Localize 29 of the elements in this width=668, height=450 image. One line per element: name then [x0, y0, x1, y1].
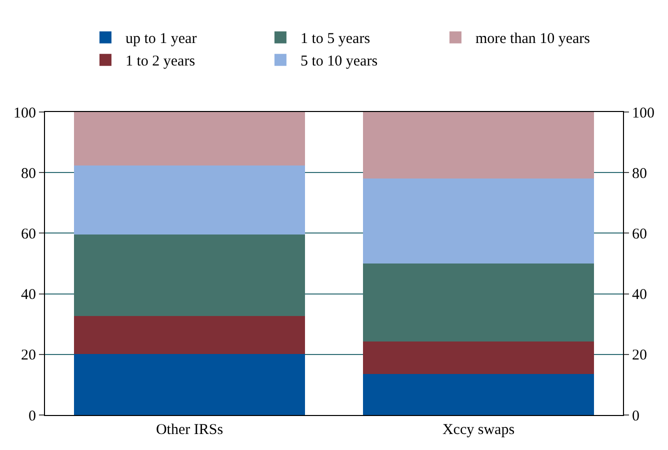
y-tick-label: 80	[21, 166, 36, 182]
x-tick-label: Other IRSs	[156, 422, 224, 438]
bar	[74, 316, 306, 354]
y-tick-label: 40	[21, 287, 36, 304]
bar	[74, 354, 306, 415]
bar	[362, 342, 594, 374]
bar	[74, 112, 306, 166]
bar	[362, 264, 594, 342]
legend-label: 1 to 2 years	[125, 54, 196, 70]
bar	[362, 178, 594, 264]
legend-label: 1 to 5 years	[300, 31, 370, 48]
y2-tick-label: 80	[632, 166, 647, 182]
y2-tick-label: 20	[632, 348, 647, 364]
y-tick-label: 60	[21, 226, 36, 242]
legend-label: more than 10 years	[475, 31, 590, 48]
x-tick-label: Xccy swaps	[442, 422, 515, 438]
y2-tick-label: 60	[632, 226, 647, 242]
bar	[362, 112, 594, 179]
bar	[74, 234, 306, 316]
y-tick-label: 100	[14, 105, 36, 122]
y-tick-label: 20	[21, 348, 36, 364]
bar	[74, 165, 306, 234]
y2-tick-label: 100	[632, 105, 654, 122]
y2-tick-label: 40	[632, 287, 647, 304]
y-tick-label: 0	[28, 408, 36, 424]
legend-label: up to 1 year	[125, 31, 197, 48]
bar	[362, 374, 594, 415]
legend-label: 5 to 10 years	[300, 54, 378, 70]
y2-tick-label: 0	[632, 408, 640, 424]
